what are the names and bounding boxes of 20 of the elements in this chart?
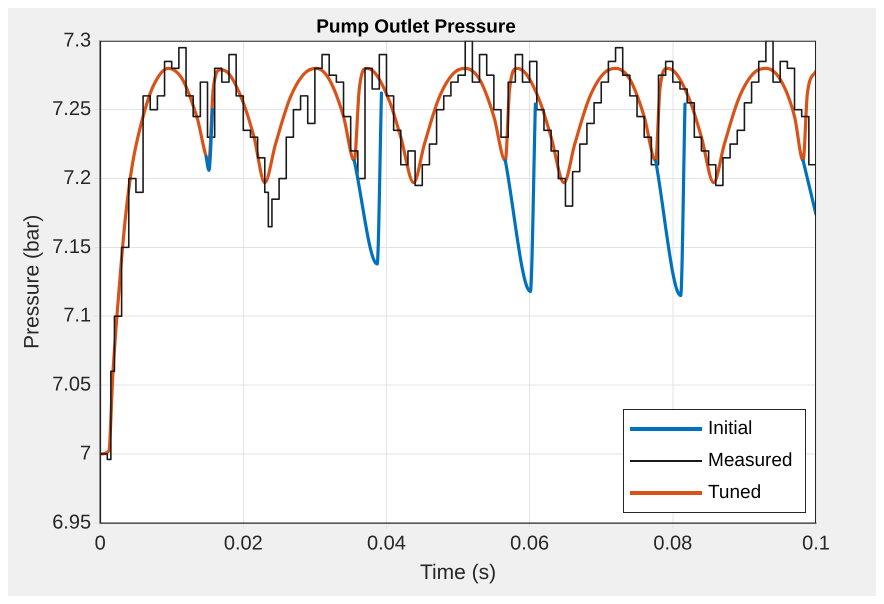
y-tick-label: 7.05 [52, 374, 92, 396]
legend-label: Measured [708, 450, 792, 472]
y-axis-title: Pressure (bar) [20, 214, 44, 349]
chart-title: Pump Outlet Pressure [316, 16, 516, 38]
x-tick-label: 0.06 [510, 532, 550, 554]
x-tick-label: 0.1 [802, 532, 830, 554]
y-tick-label: 7.1 [63, 304, 92, 327]
x-tick-label: 0.04 [367, 532, 406, 554]
legend-label: Initial [708, 418, 752, 440]
y-tick-label: 7.25 [52, 98, 92, 120]
legend-label: Tuned [708, 482, 762, 504]
x-tick-label: 0.08 [653, 532, 692, 554]
x-axis-title: Time (s) [420, 561, 496, 584]
x-tick-label: 0 [94, 532, 106, 554]
x-tick-label: 0.02 [224, 532, 263, 554]
y-tick-label: 7.15 [52, 236, 92, 258]
y-tick-label: 6.95 [52, 511, 92, 534]
y-tick-label: 7.2 [63, 167, 92, 190]
y-tick-label: 7.3 [63, 29, 92, 52]
y-tick-label: 7 [80, 442, 92, 464]
